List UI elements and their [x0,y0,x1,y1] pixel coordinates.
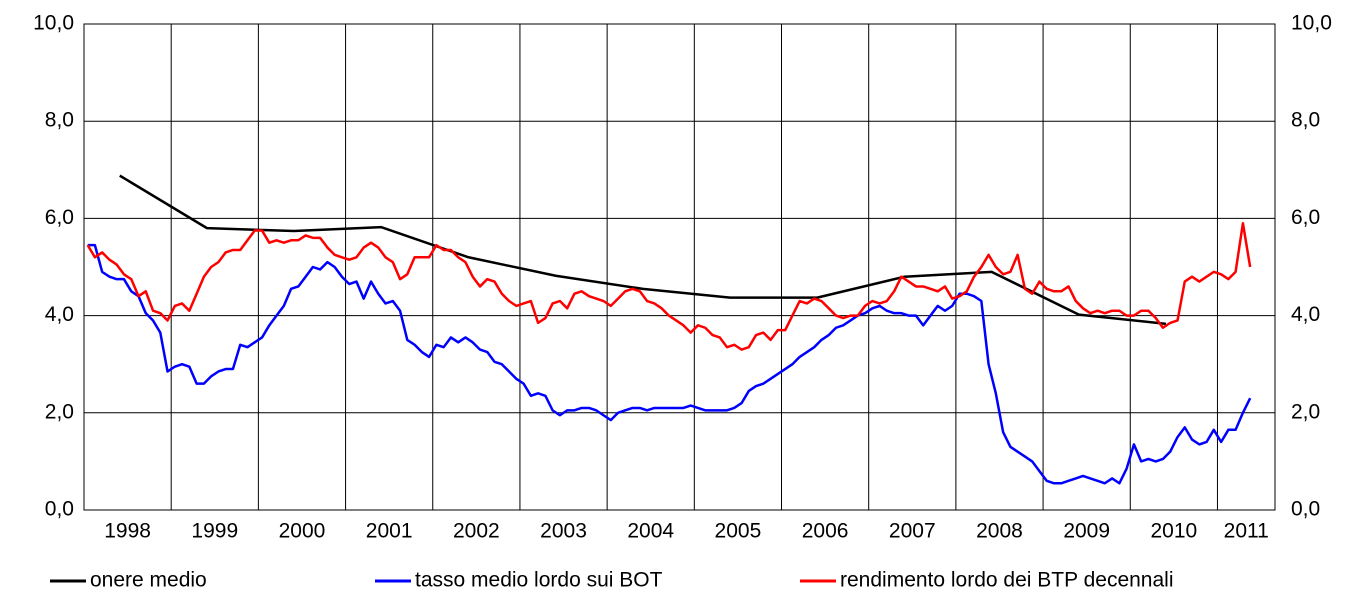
y2-tick-label: 6,0 [1291,206,1320,229]
y-tick-label: 0,0 [45,498,74,521]
plot-border [83,23,1276,511]
line-series [87,243,1252,485]
y-tick-label: 10,0 [33,12,74,35]
x-tick-label: 2005 [715,520,762,543]
y2-tick-label: 8,0 [1291,109,1320,132]
legend-label: tasso medio lordo sui BOT [415,569,663,592]
x-tick-label: 2009 [1063,520,1110,543]
x-tick-label: 2011 [1224,520,1269,543]
x-tick-label: 1999 [191,520,238,543]
x-tick-label: 2006 [802,520,849,543]
y-tick-label: 6,0 [45,206,74,229]
x-tick-label: 1998 [104,520,151,543]
y2-tick-label: 0,0 [1291,498,1320,521]
x-tick-label: 2001 [366,520,413,543]
y2-tick-label: 10,0 [1291,12,1332,35]
legend-label: onere medio [90,569,207,592]
line-series [119,174,1167,326]
x-tick-label: 2003 [540,520,587,543]
x-tick-label: 2004 [627,520,674,543]
x-tick-label: 2010 [1151,520,1198,543]
y-tick-label: 4,0 [45,303,74,326]
x-tick-label: 2008 [976,520,1023,543]
x-tick-label: 2002 [453,520,500,543]
legend-label: rendimento lordo dei BTP decennali [840,569,1174,592]
y-tick-label: 8,0 [45,109,74,132]
line-series [86,222,1252,351]
x-tick-label: 2000 [279,520,326,543]
y-tick-label: 2,0 [45,400,74,423]
y2-tick-label: 4,0 [1291,303,1320,326]
x-tick-label: 2007 [889,520,936,543]
y2-tick-label: 2,0 [1291,400,1320,423]
